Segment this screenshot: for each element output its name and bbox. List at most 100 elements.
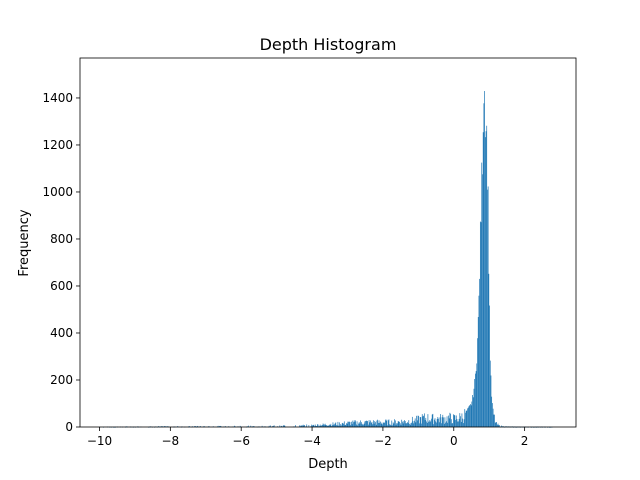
histogram-bar (413, 423, 415, 427)
histogram-bar (360, 422, 362, 427)
x-tick-label: −10 (87, 434, 112, 448)
histogram-bar (219, 425, 221, 427)
histogram-bar (302, 424, 304, 427)
histogram-bar (453, 414, 454, 427)
histogram-bar (273, 425, 274, 427)
histogram-bar (313, 424, 315, 427)
histogram-bar (346, 423, 348, 427)
histogram-bar (455, 420, 456, 427)
histogram-bar (462, 418, 463, 427)
histogram-bar (402, 423, 404, 427)
plot-area-frame (79, 57, 577, 428)
histogram-bar (329, 425, 331, 427)
histogram-bar (324, 423, 326, 427)
histogram-bar (376, 420, 378, 427)
histogram-bar (361, 423, 363, 427)
histogram-bar (399, 421, 400, 427)
histogram-bar (411, 422, 412, 427)
histogram-bar (421, 423, 422, 427)
histogram-bar (481, 162, 483, 427)
histogram-bar (353, 420, 355, 427)
histogram-bar (416, 415, 417, 427)
histogram-bar (423, 415, 425, 427)
histogram-bar (339, 425, 341, 427)
histogram-bar (442, 414, 444, 427)
histogram-bar (394, 419, 395, 427)
histogram-bar (341, 425, 342, 427)
histogram-bar (460, 416, 461, 427)
histogram-bar (498, 425, 500, 427)
histogram-bar (419, 423, 420, 427)
histogram-bar (372, 420, 374, 427)
histogram-bar (427, 414, 429, 427)
histogram-bar (474, 379, 476, 427)
histogram-bar (477, 317, 479, 427)
histogram-bar (414, 420, 415, 427)
histogram-bar (311, 424, 313, 427)
histogram-bar (365, 420, 367, 427)
histogram-bar (208, 426, 210, 427)
histogram-bar (321, 425, 322, 427)
histogram-bar (450, 413, 451, 427)
histogram-bar (482, 132, 484, 428)
histogram-bar (363, 423, 365, 427)
histogram-bar (387, 420, 389, 427)
histogram-bar (352, 420, 354, 427)
histogram-bar (338, 425, 339, 427)
chart-title: Depth Histogram (260, 35, 397, 54)
histogram-bar (177, 426, 179, 427)
histogram-bar (334, 424, 335, 427)
histogram-bar (270, 425, 271, 427)
histogram-bar (475, 371, 477, 427)
histogram-bar (465, 410, 467, 427)
histogram-bar (404, 421, 406, 427)
histogram-bar (370, 420, 371, 427)
histogram-bar (447, 422, 449, 427)
histogram-bar (363, 424, 364, 427)
histogram-bar (364, 421, 366, 427)
histogram-bar (492, 408, 494, 427)
histogram-bar (360, 420, 361, 427)
histogram-bar (346, 423, 347, 427)
histogram-bar (380, 421, 381, 427)
histogram-bar (326, 425, 327, 427)
histogram-bar (466, 410, 468, 427)
histogram-bar (437, 417, 439, 427)
histogram-bar (358, 422, 360, 427)
histogram-bar (389, 424, 390, 427)
histogram-bar (380, 423, 382, 427)
y-tick-label: 600 (50, 279, 73, 293)
histogram-bar (431, 414, 433, 427)
histogram-bar (158, 426, 160, 427)
histogram-bar (451, 423, 453, 427)
histogram-bar (452, 423, 454, 427)
histogram-bar (283, 425, 284, 427)
histogram-bar (369, 422, 371, 427)
histogram-bar (331, 426, 332, 427)
histogram-bar (374, 421, 376, 427)
histogram-bar (441, 423, 442, 427)
histogram-bar (335, 422, 337, 427)
histogram-bar (375, 422, 376, 427)
histogram-bar (478, 295, 480, 427)
histogram-bar (312, 425, 313, 427)
histogram-bar (491, 396, 493, 427)
histogram-bar (319, 425, 320, 427)
y-tick-label: 1000 (42, 185, 73, 199)
histogram-bar (405, 423, 407, 427)
histogram-bar (393, 423, 395, 427)
y-tick-label: 0 (65, 420, 73, 434)
histogram-bar (398, 421, 400, 427)
histogram-bar (428, 420, 430, 427)
histogram-bar (479, 221, 481, 427)
histogram-bar (458, 421, 459, 427)
histogram-bar (411, 416, 413, 427)
histogram-bar (457, 421, 459, 427)
histogram-bar (248, 425, 249, 427)
histogram-bar (496, 422, 497, 427)
histogram-bar (331, 425, 333, 427)
histogram-bar (458, 418, 460, 427)
histogram-bar (463, 419, 465, 427)
histogram-bar (392, 425, 393, 427)
